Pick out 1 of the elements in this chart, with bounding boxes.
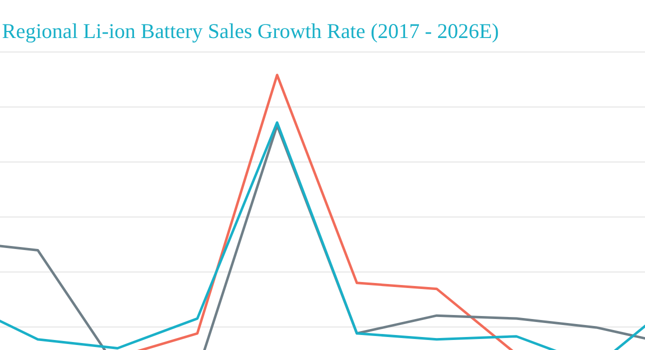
chart-title: Regional Li-ion Battery Sales Growth Rate (2017 - 2026E) (2, 19, 499, 43)
